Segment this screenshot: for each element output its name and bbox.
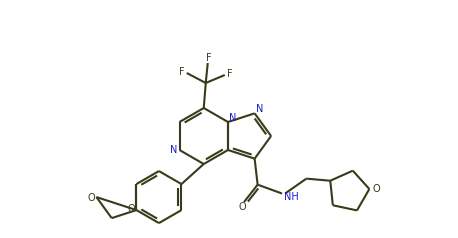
Text: N: N	[229, 113, 237, 123]
Text: O: O	[372, 184, 380, 194]
Text: NH: NH	[284, 192, 299, 202]
Text: O: O	[87, 193, 95, 203]
Text: N: N	[256, 104, 263, 114]
Text: F: F	[227, 69, 233, 79]
Text: F: F	[206, 53, 212, 63]
Text: O: O	[128, 204, 135, 214]
Text: N: N	[170, 145, 177, 155]
Text: F: F	[179, 67, 185, 77]
Text: O: O	[238, 202, 246, 212]
